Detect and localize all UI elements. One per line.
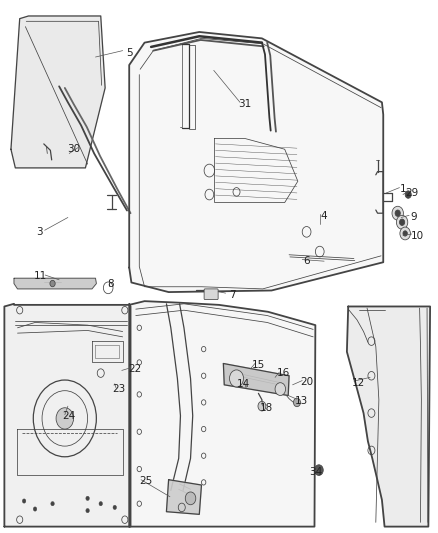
Circle shape <box>275 383 286 395</box>
Text: 29: 29 <box>405 188 418 198</box>
Circle shape <box>86 508 89 513</box>
Text: 6: 6 <box>303 256 310 266</box>
Circle shape <box>392 206 403 220</box>
Circle shape <box>50 280 55 287</box>
Circle shape <box>314 465 323 475</box>
Text: 20: 20 <box>300 377 313 387</box>
Circle shape <box>396 215 408 229</box>
Circle shape <box>399 219 405 225</box>
Polygon shape <box>166 480 201 514</box>
Circle shape <box>258 401 266 411</box>
Text: 34: 34 <box>309 467 322 477</box>
Polygon shape <box>11 16 105 168</box>
Text: 23: 23 <box>113 384 126 394</box>
Text: 16: 16 <box>277 368 290 378</box>
Circle shape <box>293 398 300 407</box>
Text: 18: 18 <box>260 403 273 413</box>
Text: 10: 10 <box>410 231 424 240</box>
Text: 4: 4 <box>321 211 328 221</box>
Circle shape <box>86 496 89 500</box>
Polygon shape <box>129 301 315 527</box>
Circle shape <box>230 370 244 387</box>
Circle shape <box>51 502 54 506</box>
Polygon shape <box>129 32 383 292</box>
Text: 14: 14 <box>237 379 250 389</box>
Polygon shape <box>347 306 430 527</box>
Text: 25: 25 <box>139 476 152 486</box>
Text: 24: 24 <box>63 411 76 421</box>
Text: 3: 3 <box>36 227 43 237</box>
Text: 30: 30 <box>67 144 80 154</box>
Text: 31: 31 <box>238 99 251 109</box>
Polygon shape <box>223 364 289 395</box>
Circle shape <box>56 408 74 429</box>
Text: 1: 1 <box>399 184 406 194</box>
Polygon shape <box>4 304 131 527</box>
Circle shape <box>405 191 411 198</box>
Polygon shape <box>14 278 96 289</box>
Circle shape <box>113 505 117 510</box>
Circle shape <box>403 231 407 236</box>
Text: 12: 12 <box>352 378 365 387</box>
Text: 8: 8 <box>107 279 114 288</box>
Text: 22: 22 <box>128 364 141 374</box>
Circle shape <box>395 210 400 216</box>
Circle shape <box>33 507 37 511</box>
FancyBboxPatch shape <box>204 289 218 300</box>
Circle shape <box>185 492 196 505</box>
Text: 9: 9 <box>410 212 417 222</box>
Circle shape <box>99 502 102 506</box>
Text: 7: 7 <box>229 290 236 300</box>
Text: 15: 15 <box>252 360 265 370</box>
Circle shape <box>22 499 26 503</box>
Text: 5: 5 <box>126 49 133 58</box>
Circle shape <box>400 227 410 240</box>
Text: 13: 13 <box>295 396 308 406</box>
Text: 11: 11 <box>34 271 47 281</box>
